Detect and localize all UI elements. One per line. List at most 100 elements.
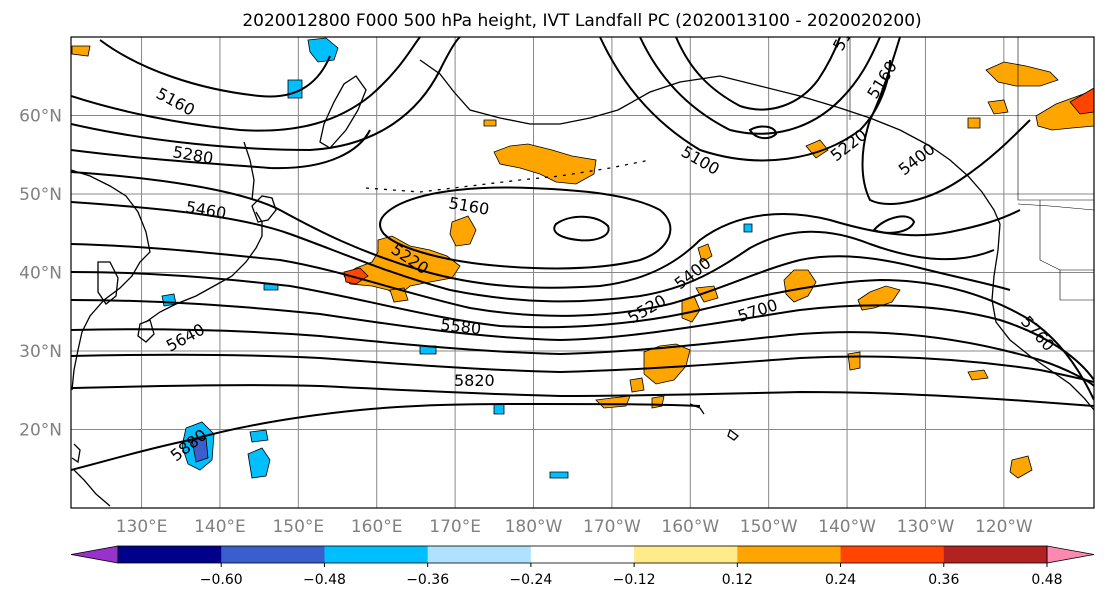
sakhalin <box>243 141 255 201</box>
longitude-label: 180°W <box>505 517 563 537</box>
japan-honshu <box>145 211 263 323</box>
taiwan <box>71 443 81 464</box>
height-contours <box>71 37 1094 471</box>
longitude-label: 140°E <box>194 517 246 537</box>
ivt-shading <box>307 37 339 63</box>
colorbar-tick-label: −0.24 <box>509 572 552 588</box>
contour-line <box>71 37 461 152</box>
alaska-south <box>617 75 931 147</box>
contour-line <box>71 243 1011 317</box>
longitude-label: 160°E <box>351 517 403 537</box>
map-title: 2020012800 F000 500 hPa height, IVT Land… <box>242 11 921 31</box>
colorbar-tick-label: −0.60 <box>200 572 243 588</box>
ivt-negative-regions <box>161 37 753 479</box>
ivt-shading <box>651 395 665 409</box>
longitude-label: 130°W <box>897 517 955 537</box>
colorbar-arrow-high <box>1046 545 1095 564</box>
border-line <box>1017 37 1094 201</box>
contour-line <box>675 37 841 111</box>
contour-line <box>71 129 371 170</box>
longitude-label: 140°W <box>818 517 876 537</box>
borders <box>849 37 1094 301</box>
us-west-coast <box>991 223 1094 411</box>
colorbar-tick-label: −0.48 <box>303 572 346 588</box>
ivt-shading <box>161 293 177 307</box>
ivt-shading <box>847 351 861 371</box>
colorbar-cell <box>118 546 222 563</box>
contour-line <box>71 384 1094 407</box>
colorbar-outline <box>117 545 1048 564</box>
colorbar-tick-label: 0.24 <box>825 572 856 588</box>
colorbar-cell <box>324 546 429 563</box>
colorbar-cell <box>634 546 738 563</box>
longitude-labels: 130°E 140°E 150°E 160°E 170°E 180°W 170°W 160°W… <box>116 517 1033 537</box>
contour-line <box>71 201 995 303</box>
contour-line <box>639 37 881 135</box>
contour-line <box>553 215 610 242</box>
colorbar-cell <box>840 546 945 563</box>
contour-line <box>872 215 916 234</box>
contour-line <box>99 39 331 98</box>
ivt-shading <box>493 143 597 185</box>
ivt-shading <box>967 117 981 129</box>
contour-label: 5820 <box>454 371 495 390</box>
contour-line <box>71 299 1094 381</box>
ivt-shading <box>857 285 901 311</box>
colorbar-tick-label: −0.12 <box>613 572 656 588</box>
ivt-shading <box>987 99 1009 115</box>
longitude-label: 130°E <box>116 517 168 537</box>
contour-line <box>748 125 778 140</box>
aleutians <box>365 159 651 193</box>
latitude-label: 40°N <box>19 264 62 284</box>
coastlines <box>71 59 1094 507</box>
contour-line <box>71 271 1094 401</box>
ivt-shading <box>697 243 713 263</box>
colorbar: −0.60 −0.48 −0.36 −0.24 −0.12 0.12 0.24 0.36 0.4… <box>70 545 1095 588</box>
ivt-shading <box>449 215 477 247</box>
contour-line <box>71 171 1021 289</box>
colorbar-cell <box>737 546 842 563</box>
colorbar-tick-label: 0.36 <box>928 572 959 588</box>
ivt-shading <box>249 429 269 443</box>
colorbar-tick-label: −0.36 <box>406 572 449 588</box>
kamchatka <box>319 75 367 149</box>
ivt-shading <box>483 119 497 127</box>
ivt-shading <box>549 471 569 479</box>
map-border <box>70 36 1095 509</box>
ivt-shading <box>191 437 209 463</box>
ivt-shading <box>1069 87 1094 115</box>
korea <box>97 261 119 305</box>
longitude-label: 120°W <box>975 517 1033 537</box>
longitude-label: 150°E <box>272 517 324 537</box>
longitude-label: 160°W <box>661 517 719 537</box>
colorbar-ticks: −0.60 −0.48 −0.36 −0.24 −0.12 0.12 0.24 0.36 0.4… <box>200 563 1063 588</box>
contour-label: 5580 <box>440 315 482 338</box>
japan-hokkaido <box>251 195 277 223</box>
latitude-label: 20°N <box>19 421 62 441</box>
contour-line <box>379 186 672 270</box>
ivt-shading <box>985 61 1059 87</box>
border-line <box>1039 200 1094 271</box>
colorbar-arrow-low <box>70 545 119 564</box>
ivt-shading <box>783 269 817 303</box>
ivt-shading <box>967 369 989 381</box>
asia-coast <box>71 169 151 391</box>
longitude-label: 170°E <box>429 517 481 537</box>
colorbar-cell <box>221 546 325 563</box>
contour-line <box>71 353 1094 383</box>
longitude-label: 150°W <box>740 517 798 537</box>
contour-line <box>71 403 701 471</box>
ivt-shading <box>247 447 271 479</box>
kyushu <box>137 319 155 343</box>
ivt-shading <box>629 377 645 393</box>
longitude-label: 170°W <box>583 517 641 537</box>
graticule <box>71 37 1094 508</box>
alaska-west <box>419 59 619 125</box>
latitude-label: 30°N <box>19 342 62 362</box>
colorbar-cell <box>530 546 635 563</box>
contour-line <box>71 37 421 132</box>
ivt-shading <box>493 403 505 415</box>
colorbar-tick-label: 0.48 <box>1031 572 1062 588</box>
colorbar-cell <box>943 546 1048 563</box>
